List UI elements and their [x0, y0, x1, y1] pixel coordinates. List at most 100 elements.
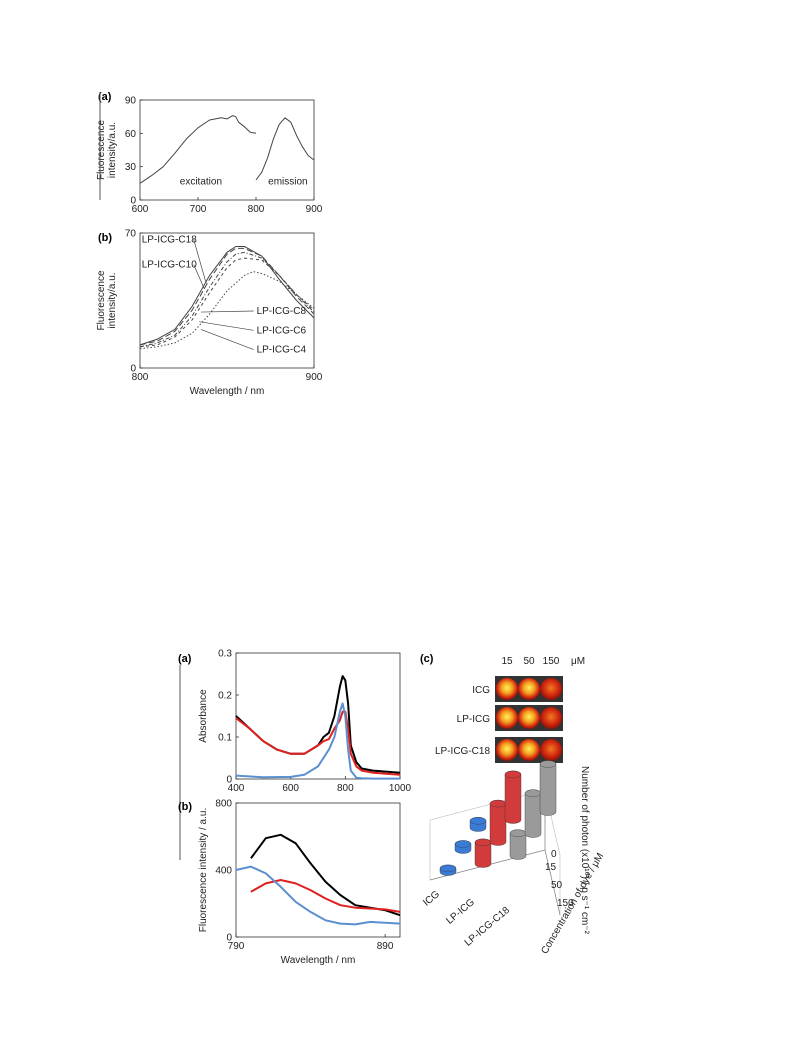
x-axis-label: Wavelength / nm [190, 386, 265, 397]
x-axis-label: Wavelength / nm [281, 955, 356, 966]
depth-tick-label: 50 [551, 880, 563, 891]
bar-cap [509, 829, 527, 837]
bottom-panel-b-label: (b) [178, 801, 192, 813]
well-spot [496, 739, 518, 761]
bar-cap [504, 770, 522, 779]
series-line [235, 865, 401, 926]
bar-cap [524, 789, 542, 797]
plot-frame [139, 99, 315, 201]
x-tick-label: 700 [190, 204, 207, 215]
x-tick-label: 790 [228, 941, 245, 952]
series-line [235, 710, 401, 776]
well-row-label: LP-ICG-C18 [435, 746, 490, 757]
leader-line [199, 321, 254, 331]
well-spot [540, 707, 562, 729]
y-tick-label: 0.2 [218, 691, 232, 702]
series-label: LP-ICG-C10 [142, 260, 197, 271]
y-tick-label: 0 [130, 364, 136, 375]
y-tick-label: 30 [125, 162, 137, 173]
z-axis-label: Number of photon (x10¹⁰) / p s⁻¹ cm⁻² [579, 766, 590, 935]
x-tick-label: 900 [306, 204, 323, 215]
series-label: LP-ICG-C8 [257, 306, 307, 317]
y-axis-label: Fluorescence [96, 270, 107, 330]
series-label: LP-ICG-C4 [257, 345, 307, 356]
x-tick-label: 800 [248, 204, 265, 215]
y-tick-label: 60 [125, 129, 137, 140]
bar-cylinder [539, 760, 557, 816]
series-line [139, 246, 315, 346]
top-panel-a-label: (a) [98, 91, 112, 103]
well-spot [496, 678, 518, 700]
bar-cylinder [504, 770, 522, 824]
x-tick-label: 1000 [389, 783, 412, 794]
x-tick-label: 800 [132, 372, 149, 383]
series-line [250, 833, 401, 917]
z-tick-label: 0 [551, 849, 557, 860]
compound-label: ICG [421, 889, 442, 909]
annotation-excitation: excitation [180, 176, 222, 187]
bottom-panel-c-label: (c) [420, 653, 434, 665]
series-line [139, 115, 257, 184]
y-tick-label: 0 [226, 775, 232, 786]
y-tick-label: 0 [226, 933, 232, 944]
plot-frame [139, 232, 315, 369]
bottom-panel-a-label: (a) [178, 653, 192, 665]
compound-label: LP-ICG [444, 897, 477, 927]
well-col-label: 150 [543, 656, 560, 667]
leader-line [193, 239, 207, 284]
x-tick-label: 800 [337, 783, 354, 794]
well-row-label: ICG [472, 685, 490, 696]
y-axis-label: intensity/a.u. [107, 272, 118, 328]
bar-cap [454, 840, 472, 848]
y-tick-label: 800 [215, 799, 232, 810]
well-spot [518, 707, 540, 729]
series-line [139, 271, 315, 350]
y-tick-label: 0 [130, 196, 136, 207]
top-panel-b-label: (b) [98, 232, 112, 244]
well-spot [496, 707, 518, 729]
annotation-emission: emission [268, 176, 307, 187]
x-tick-label: 400 [228, 783, 245, 794]
axis-line [544, 849, 561, 916]
bar-cap [539, 760, 557, 768]
bottom-panel-c-chart: 1550150μMICGLP-ICGLP-ICG-C1805ICGLP-ICGL… [421, 656, 606, 956]
bar-cap [474, 838, 492, 847]
depth-tick-label: 15 [545, 862, 557, 873]
y-axis-label: Fluorescence [96, 120, 107, 180]
top-panel-b-chart: 800 900 0 70 Wavelength / nm Fluorescence inte… [96, 229, 323, 398]
compound-label: LP-ICG-C18 [463, 905, 513, 949]
series-line [250, 879, 401, 913]
y-tick-label: 400 [215, 866, 232, 877]
y-axis-label: intensity/a.u. [107, 122, 118, 178]
well-unit-label: μM [571, 656, 585, 667]
bar-cap [469, 817, 487, 825]
well-spot [518, 678, 540, 700]
bottom-panel-a-chart: 400 600 800 1000 0 0.1 0.2 0.3 Absorbance [198, 649, 412, 795]
well-col-label: 50 [523, 656, 535, 667]
series-line [139, 251, 315, 348]
y-tick-label: 0.3 [218, 649, 232, 660]
y-tick-label: 0.1 [218, 733, 232, 744]
x-tick-label: 900 [306, 372, 323, 383]
y-axis-label: Fluorescence intensity / a.u. [198, 808, 209, 933]
well-spot [540, 739, 562, 761]
leader-line [200, 310, 254, 313]
well-row-label: LP-ICG [457, 714, 491, 725]
bar-cap [439, 864, 457, 873]
series-label: LP-ICG-C6 [257, 325, 307, 336]
depth-tick-label: 150 [557, 898, 574, 909]
leader-line [193, 264, 205, 290]
y-tick-label: 70 [125, 229, 137, 240]
well-col-label: 15 [501, 656, 513, 667]
bar-cap [489, 799, 507, 808]
series-line [235, 675, 401, 774]
series-line [255, 117, 315, 181]
top-panel-a-chart: 600 700 800 900 0 30 60 90 Fluorescence intensity… [96, 96, 323, 216]
series-label: LP-ICG-C18 [142, 235, 197, 246]
well-spot [540, 678, 562, 700]
y-tick-label: 90 [125, 96, 137, 107]
series-line [235, 702, 400, 780]
y-axis-label: Absorbance [198, 689, 209, 743]
bottom-panel-b-chart: 790 890 0 400 800 Wavelength / nm Fluorescence… [198, 799, 401, 966]
